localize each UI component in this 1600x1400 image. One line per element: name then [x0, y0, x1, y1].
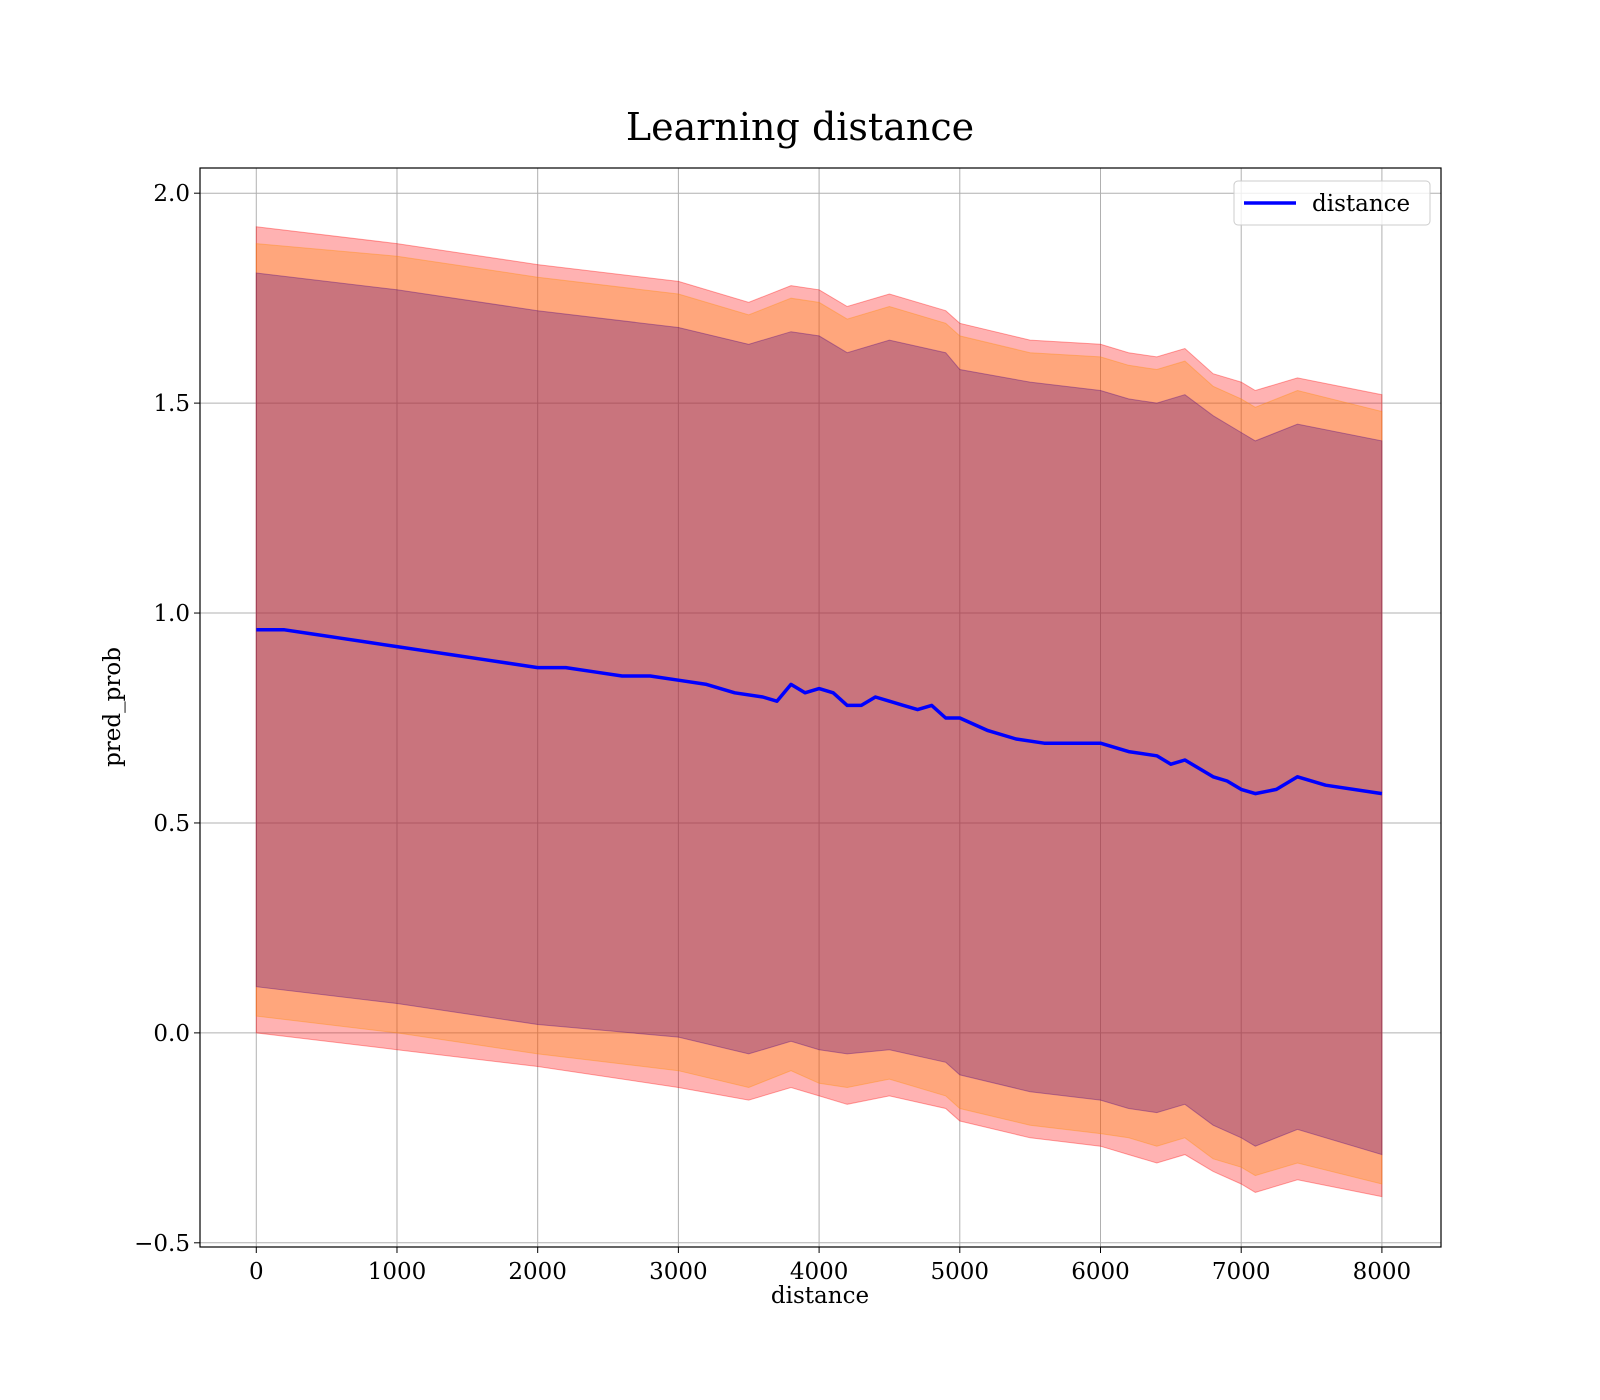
- x-tick-label: 3000: [649, 1259, 708, 1285]
- legend-box: [1233, 180, 1431, 226]
- y-axis-label: pred_prob: [100, 647, 126, 767]
- x-tick-label: 0: [249, 1259, 264, 1285]
- legend: distance: [1233, 180, 1431, 226]
- x-tick-label: 6000: [1071, 1259, 1130, 1285]
- x-tick-label: 8000: [1353, 1259, 1412, 1285]
- confidence-band: [255, 272, 1383, 1156]
- y-tick-label: 1.5: [153, 391, 190, 417]
- y-tick-label: −0.5: [134, 1231, 190, 1257]
- confidence-bands: [255, 226, 1383, 1198]
- y-tick-label: 2.0: [153, 181, 190, 207]
- x-tick-label: 1000: [368, 1259, 427, 1285]
- series-line: [256, 628, 1383, 796]
- x-tick-label: 7000: [1212, 1259, 1271, 1285]
- y-tick-label: 0.0: [153, 1021, 190, 1047]
- x-tick-label: 2000: [508, 1259, 567, 1285]
- x-tick-label: 4000: [790, 1259, 849, 1285]
- grid-lines: [200, 168, 1441, 1247]
- series-lines: [256, 628, 1383, 796]
- x-tick-label: 5000: [931, 1259, 990, 1285]
- y-tick-label: 1.0: [153, 601, 190, 627]
- x-axis-label: distance: [771, 1283, 869, 1309]
- x-axis-ticks: 0 1000 2000 3000 4000 5000 6000 7000 8000: [249, 1247, 1411, 1285]
- y-axis-ticks: −0.5 0.0 0.5 1.0 1.5 2.0: [134, 181, 200, 1257]
- confidence-band: [255, 226, 1383, 1198]
- legend-label: distance: [1312, 191, 1410, 217]
- chart-title: Learning distance: [626, 105, 974, 149]
- y-tick-label: 0.5: [153, 811, 190, 837]
- confidence-band: [255, 243, 1383, 1185]
- plot-frame: [199, 167, 1442, 1248]
